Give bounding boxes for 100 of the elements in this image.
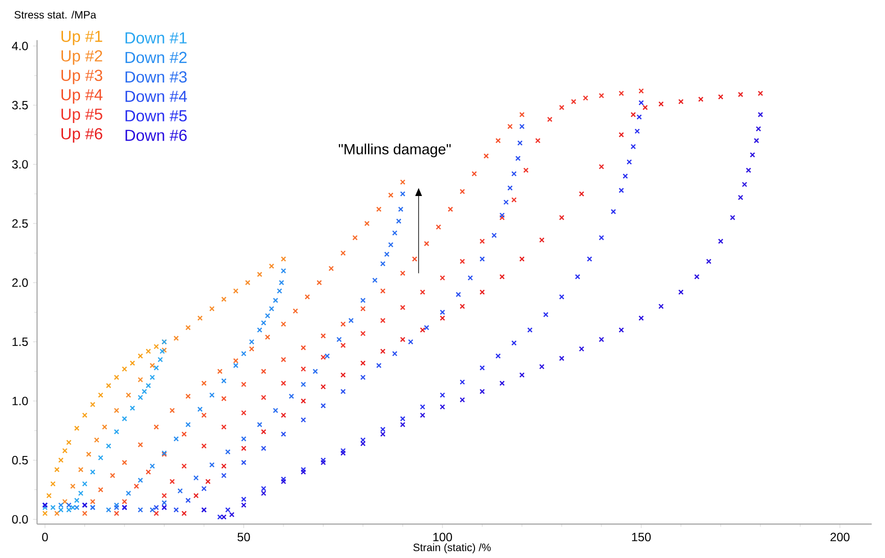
point	[340, 321, 346, 327]
point	[360, 437, 366, 443]
point	[90, 469, 96, 475]
point	[758, 112, 764, 118]
point	[280, 256, 286, 262]
point	[106, 507, 112, 513]
point	[46, 492, 52, 498]
point	[730, 214, 736, 220]
x-tick-label: 150	[632, 532, 651, 542]
point	[130, 360, 136, 366]
y-tick-label: 1.5	[12, 338, 28, 346]
point	[517, 140, 523, 146]
point	[241, 496, 246, 502]
point	[718, 94, 724, 100]
point	[420, 412, 426, 418]
point	[360, 298, 366, 304]
point	[460, 397, 466, 402]
point	[138, 478, 144, 483]
point	[468, 275, 473, 281]
point	[66, 502, 72, 508]
text: Up #5	[62, 108, 102, 124]
y-axis-title: Stress stat. /MPa	[14, 10, 96, 19]
point	[221, 296, 227, 302]
point	[750, 152, 756, 158]
y-tick-label: 3.0	[12, 160, 28, 169]
point	[280, 431, 286, 437]
text: Up #2	[62, 50, 102, 65]
point	[50, 481, 56, 487]
point	[598, 93, 604, 98]
point	[578, 346, 584, 352]
point	[424, 240, 430, 246]
point	[173, 507, 179, 513]
point	[146, 382, 152, 388]
point	[249, 339, 254, 344]
point	[280, 476, 286, 482]
point	[698, 96, 704, 102]
point	[197, 406, 203, 412]
point	[507, 124, 513, 130]
x-tick-label: 200	[830, 532, 850, 542]
point	[380, 426, 386, 432]
point	[738, 194, 744, 200]
point	[340, 372, 346, 378]
point	[499, 212, 505, 218]
point	[636, 114, 642, 120]
point	[90, 498, 96, 504]
point	[249, 346, 254, 352]
point	[380, 431, 386, 437]
point	[260, 320, 266, 326]
point	[181, 510, 187, 516]
point	[388, 192, 394, 198]
point	[70, 484, 76, 489]
point	[376, 362, 382, 368]
point	[598, 336, 604, 342]
point	[304, 294, 310, 300]
point	[54, 466, 60, 472]
point	[154, 365, 159, 371]
point	[288, 394, 294, 399]
point	[300, 382, 306, 388]
point	[300, 398, 306, 404]
point	[392, 230, 398, 236]
point	[574, 274, 580, 280]
point	[110, 472, 116, 478]
point	[312, 368, 318, 374]
point	[480, 388, 485, 394]
x-tick-label: 100	[433, 532, 452, 542]
point	[209, 392, 215, 398]
point	[456, 292, 462, 298]
point	[543, 312, 548, 318]
point	[316, 280, 322, 286]
point	[499, 274, 505, 280]
point	[638, 100, 644, 106]
point	[98, 455, 104, 460]
point	[280, 356, 286, 362]
point	[154, 344, 159, 350]
point	[440, 310, 446, 315]
point	[142, 388, 148, 394]
x-tick-label: 50	[238, 532, 250, 542]
point	[348, 318, 354, 324]
point	[678, 289, 684, 295]
point	[241, 410, 246, 416]
point	[114, 408, 120, 414]
point	[440, 404, 446, 410]
point	[82, 412, 88, 418]
point	[138, 353, 144, 359]
point	[201, 412, 207, 418]
point	[106, 443, 112, 449]
point	[300, 469, 306, 475]
point	[221, 472, 227, 478]
point	[268, 306, 274, 312]
point	[260, 490, 266, 496]
point	[280, 478, 286, 484]
point	[146, 348, 152, 354]
text: Down #2	[126, 52, 187, 64]
point	[74, 504, 80, 510]
point	[738, 92, 744, 98]
point	[480, 365, 485, 371]
text: Down #6	[126, 130, 187, 141]
point	[221, 463, 227, 469]
point	[352, 235, 358, 240]
point	[328, 266, 334, 272]
